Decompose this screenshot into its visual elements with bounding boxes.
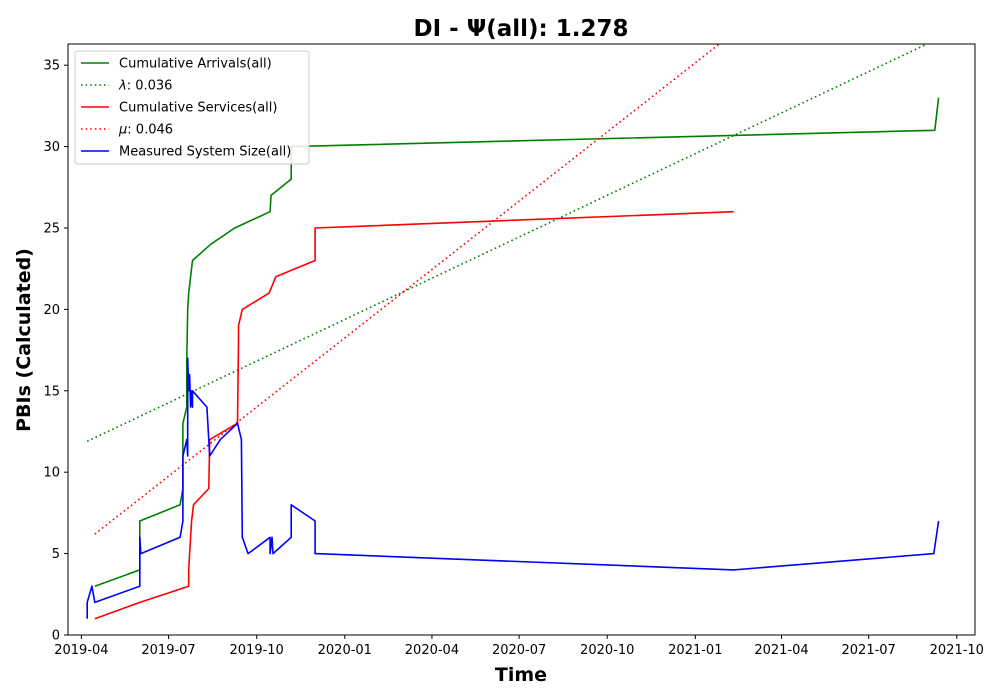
y-tick-label: 15 [43,384,60,399]
y-tick-label: 35 [43,59,60,74]
x-tick-label: 2021-10 [930,643,984,658]
legend-label: Measured System Size(all) [119,145,291,160]
series-line-2 [86,44,928,443]
legend-label: Cumulative Services(all) [119,101,277,116]
series-line-1 [94,97,940,587]
y-tick-label: 5 [52,547,60,562]
x-tick-label: 2020-07 [492,643,546,658]
y-tick-label: 30 [43,140,60,155]
legend-label: Cumulative Arrivals(all) [119,57,272,72]
x-tick-label: 2021-01 [668,643,722,658]
x-tick-label: 2019-07 [141,643,195,658]
legend-label: μ: 0.046 [118,123,173,138]
x-tick-label: 2021-07 [842,643,896,658]
series-line-3 [94,210,734,620]
x-tick-label: 2019-10 [230,643,284,658]
x-tick-label: 2021-04 [754,643,808,658]
y-axis-title: PBIs (Calculated) [13,248,35,432]
x-tick-label: 2020-10 [580,643,634,658]
legend: Cumulative Arrivals(all) λ: 0.036 Cumulati… [74,50,310,165]
series-line-4 [94,44,720,535]
legend-label: λ: 0.036 [118,79,172,94]
plot-frame [67,43,976,636]
series-line-5 [86,357,940,619]
x-tick-label: 2019-04 [54,643,108,658]
y-tick-label: 0 [52,629,60,644]
legend-box [74,50,310,165]
y-tick-label: 20 [43,303,60,318]
y-tick-label: 10 [43,466,60,481]
y-axis: 0 5 10 15 20 25 30 35 [43,59,68,644]
x-tick-label: 2020-01 [318,643,372,658]
series-layer [86,44,940,620]
x-axis: 2019-04 2019-07 2019-10 2020-01 2020-04 2020-… [54,635,984,658]
x-axis-title: Time [495,664,547,686]
y-tick-label: 25 [43,221,60,236]
chart-title: DI - Ψ(all): 1.278 [413,16,628,42]
x-tick-label: 2020-04 [405,643,459,658]
